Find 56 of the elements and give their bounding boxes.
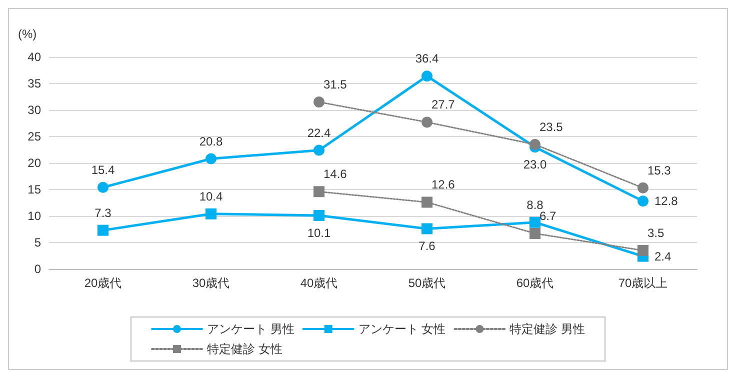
point — [314, 210, 324, 221]
legend-label: アンケート 男性 — [207, 322, 294, 336]
x-tick-label: 30歳代 — [192, 276, 230, 290]
data-label: 10.1 — [307, 226, 331, 240]
data-label: 10.4 — [199, 189, 223, 204]
data-label: 12.8 — [654, 194, 678, 208]
y-tick-label: 20 — [28, 156, 42, 170]
y-tick-label: 25 — [28, 130, 42, 144]
y-tick-label: 15 — [28, 182, 42, 196]
data-label: 36.4 — [415, 52, 439, 66]
data-label: 12.6 — [432, 178, 456, 192]
data-label: 7.3 — [94, 206, 112, 220]
x-tick-label: 60歳代 — [516, 276, 554, 290]
legend-label: アンケート 女性 — [358, 322, 446, 336]
data-label: 27.7 — [432, 98, 456, 112]
data-label: 23.0 — [523, 158, 547, 172]
data-label: 15.3 — [648, 163, 672, 178]
data-label: 20.8 — [199, 134, 223, 148]
point — [638, 244, 648, 256]
point — [422, 116, 432, 128]
data-label: 23.5 — [540, 120, 564, 134]
x-tick-label: 70歳以上 — [618, 276, 668, 290]
point — [206, 208, 216, 220]
data-label: 2.4 — [654, 249, 672, 264]
point — [422, 70, 432, 82]
point — [638, 182, 648, 194]
point — [422, 196, 432, 208]
point — [314, 96, 324, 108]
y-tick-label: 10 — [28, 209, 42, 223]
y-axis-title: (%) — [18, 27, 37, 41]
y-tick-label: 0 — [34, 262, 42, 276]
point — [530, 216, 540, 228]
x-tick-label: 50歳代 — [408, 276, 446, 290]
x-tick-label: 20歳代 — [84, 276, 122, 290]
point — [422, 223, 432, 234]
point — [206, 153, 216, 164]
legend-label: 特定健診 女性 — [207, 342, 282, 356]
y-tick-label: 35 — [28, 76, 42, 90]
point — [314, 144, 324, 156]
y-tick-label: 40 — [28, 50, 42, 64]
point — [530, 228, 540, 239]
data-label: 15.4 — [91, 162, 115, 177]
point — [638, 196, 648, 207]
legend-label: 特定健診 男性 — [510, 322, 586, 336]
y-tick-label: 5 — [34, 236, 42, 250]
point — [314, 186, 324, 198]
data-label: 22.4 — [307, 126, 331, 140]
point — [530, 138, 540, 150]
data-label: 3.5 — [648, 226, 665, 240]
point — [98, 224, 108, 236]
data-label: 7.6 — [418, 239, 436, 254]
data-label: 31.5 — [324, 78, 348, 92]
data-label: 14.6 — [324, 167, 348, 182]
y-tick-label: 30 — [28, 103, 42, 117]
point — [98, 182, 108, 193]
x-tick-label: 40歳代 — [300, 276, 338, 290]
